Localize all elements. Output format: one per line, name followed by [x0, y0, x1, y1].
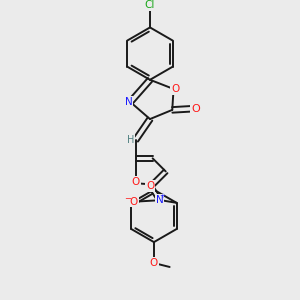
Text: Cl: Cl	[145, 0, 155, 10]
Text: O: O	[150, 258, 158, 268]
Text: O: O	[130, 196, 138, 206]
Text: O: O	[131, 177, 140, 187]
Text: O: O	[191, 103, 200, 114]
Text: O: O	[171, 84, 179, 94]
Text: −: −	[124, 194, 131, 203]
Text: N: N	[156, 195, 164, 205]
Text: N: N	[124, 97, 132, 107]
Text: H: H	[127, 135, 134, 145]
Text: +: +	[160, 193, 166, 199]
Text: O: O	[146, 181, 154, 191]
